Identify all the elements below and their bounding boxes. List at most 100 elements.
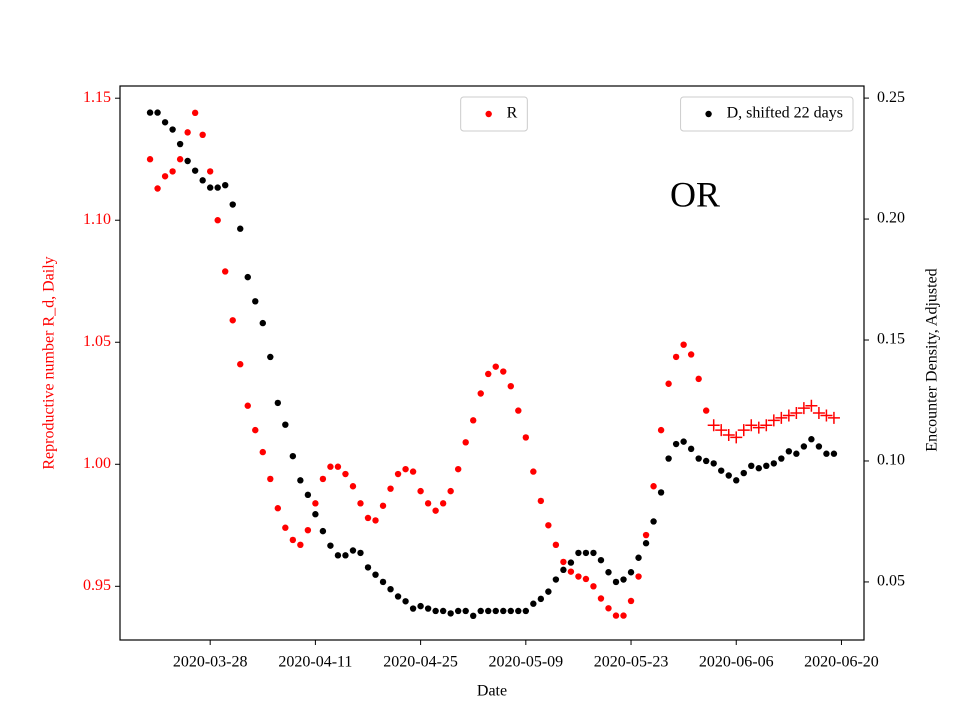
data-point xyxy=(552,541,560,549)
data-point xyxy=(782,409,795,422)
data-point xyxy=(752,421,765,434)
y2-tick-label: 0.10 xyxy=(877,452,905,469)
data-point xyxy=(805,399,818,412)
legend-marker xyxy=(705,110,712,118)
data-point xyxy=(485,607,492,615)
data-point xyxy=(642,531,650,539)
data-point xyxy=(417,602,424,610)
data-point xyxy=(402,465,409,473)
data-point xyxy=(312,500,319,507)
data-point xyxy=(830,450,838,457)
data-point xyxy=(304,526,312,534)
data-point xyxy=(424,500,432,507)
data-point xyxy=(657,426,665,434)
data-point xyxy=(605,569,612,576)
data-point xyxy=(560,558,567,566)
data-point xyxy=(827,411,840,424)
data-point xyxy=(447,610,454,617)
data-point xyxy=(364,514,372,522)
data-point xyxy=(650,483,657,490)
data-point xyxy=(364,564,372,571)
data-point xyxy=(575,549,582,557)
data-point xyxy=(492,363,499,370)
data-point xyxy=(409,468,417,475)
data-point xyxy=(372,571,379,578)
data-point xyxy=(274,399,282,407)
data-point xyxy=(567,559,575,566)
data-point xyxy=(169,168,176,175)
data-point xyxy=(500,368,507,375)
data-point xyxy=(730,431,743,444)
data-point xyxy=(252,426,259,434)
data-point xyxy=(680,341,687,348)
data-point xyxy=(650,518,657,525)
data-point xyxy=(161,173,169,180)
data-point xyxy=(552,576,560,583)
data-point xyxy=(748,462,755,470)
x-tick-label: 2020-04-25 xyxy=(383,654,458,671)
data-point xyxy=(627,597,635,605)
data-point xyxy=(297,541,304,549)
data-point xyxy=(229,201,236,208)
x-axis-label: Date xyxy=(477,683,507,700)
data-point xyxy=(718,467,725,474)
data-point xyxy=(815,443,823,450)
data-point xyxy=(492,607,499,615)
data-point xyxy=(267,353,274,361)
data-point xyxy=(379,578,387,586)
data-point xyxy=(808,436,815,443)
data-point xyxy=(672,353,680,361)
data-point xyxy=(760,419,773,432)
x-tick-label: 2020-05-09 xyxy=(488,654,563,671)
y-tick-label: 1.15 xyxy=(83,89,111,106)
data-point xyxy=(477,607,484,615)
data-point xyxy=(722,428,735,441)
data-point xyxy=(620,576,627,583)
data-point xyxy=(462,607,469,615)
data-point xyxy=(775,411,788,424)
x-tick-label: 2020-03-28 xyxy=(173,654,248,671)
data-point xyxy=(740,469,747,477)
data-point xyxy=(199,131,206,139)
data-point xyxy=(349,547,357,554)
data-point xyxy=(462,439,469,446)
data-point xyxy=(439,607,447,615)
data-point xyxy=(767,414,780,427)
data-point xyxy=(597,595,605,602)
y2-tick-label: 0.05 xyxy=(877,573,905,590)
data-point xyxy=(342,552,349,559)
data-point xyxy=(176,140,184,148)
data-point xyxy=(687,445,695,453)
data-point xyxy=(702,407,710,414)
data-point xyxy=(500,607,507,615)
data-point xyxy=(424,605,432,612)
data-point xyxy=(537,595,545,603)
data-point xyxy=(733,477,740,484)
data-point xyxy=(372,517,379,524)
y-tick-label: 0.95 xyxy=(83,577,111,594)
data-point xyxy=(582,575,590,583)
data-point xyxy=(545,522,552,529)
data-point xyxy=(785,448,793,455)
data-point xyxy=(289,452,297,460)
legend-box xyxy=(460,96,528,132)
data-point xyxy=(237,225,244,232)
data-point xyxy=(184,129,191,136)
x-tick-label: 2020-06-06 xyxy=(699,654,774,671)
data-point xyxy=(545,588,552,595)
annotation: OR xyxy=(670,174,720,214)
data-point xyxy=(470,612,477,620)
data-point xyxy=(507,607,514,615)
data-point xyxy=(635,573,642,580)
data-point xyxy=(394,593,402,600)
data-point xyxy=(575,573,582,580)
data-point xyxy=(507,382,514,390)
data-point xyxy=(146,156,154,163)
data-point xyxy=(432,607,439,615)
data-point xyxy=(485,370,492,378)
data-point xyxy=(244,402,251,409)
data-point xyxy=(537,497,545,505)
legend-marker xyxy=(485,110,492,118)
data-point xyxy=(763,462,770,470)
data-point xyxy=(394,470,402,478)
